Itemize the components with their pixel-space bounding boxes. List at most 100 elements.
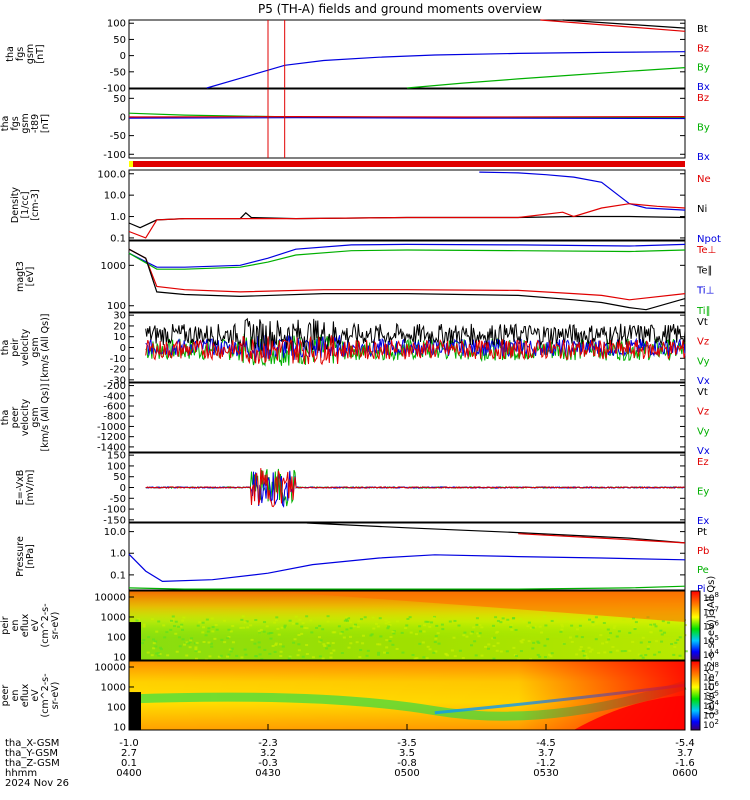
spectrogram-cell (240, 618, 244, 621)
ylabel-line: peer (0, 685, 11, 707)
legend-item: Bz (697, 43, 709, 54)
spectrogram-cell (214, 624, 218, 627)
spectrogram-cell (228, 648, 232, 651)
spectrogram-cell (303, 626, 307, 629)
spectrogram-cell (612, 626, 616, 629)
spectrogram-cell (615, 649, 619, 652)
spectrogram-cell (425, 657, 429, 660)
spectrogram-cell (326, 620, 330, 623)
spectrogram-cell (258, 653, 262, 656)
spectrogram-cell (532, 641, 536, 644)
spectrogram-cell (613, 625, 617, 628)
colorbar-tick-exponent: 7 (714, 671, 718, 679)
series-Pe (128, 585, 686, 590)
ytick-label: 20 (113, 321, 126, 332)
ytick-label: 1.0 (110, 212, 126, 223)
spectrogram-cell (413, 657, 417, 660)
spectrogram-cell (275, 616, 279, 619)
ytick-label: 30 (113, 311, 126, 322)
spectrogram-cell (163, 636, 167, 639)
ylabel-line: (cm^2-s- (40, 674, 51, 718)
spectrogram-cell (644, 654, 648, 657)
spectrogram-cell (595, 622, 599, 625)
panel-frame (128, 382, 686, 453)
spectrogram-cell (244, 653, 248, 656)
spectrogram-cell (300, 625, 304, 628)
spectrogram-cell (591, 624, 595, 627)
spectrogram-cell (404, 627, 408, 630)
ylabel-line: magt3 (15, 261, 26, 292)
spectrogram-cell (674, 641, 678, 644)
ephemeris-value: -3.5 (397, 738, 417, 749)
spectrogram-cell (560, 625, 564, 628)
spectrogram-cell (211, 630, 215, 633)
spectrogram-cell (400, 631, 404, 634)
panel-peir_spec: thapeirenefluxeV(cm^2-s-sr-eV) 10000 1000 1… (0, 590, 719, 663)
spectrogram-cell (475, 623, 479, 626)
colorbar-tick-exponent: 8 (714, 661, 718, 669)
spectrogram-cell (291, 622, 295, 625)
ephemeris-value: 3.2 (260, 748, 276, 759)
ylabel-fgs_dsl: thafgsgsm-t89[nT] (0, 113, 51, 133)
legend-item: Ti⊥ (696, 286, 714, 297)
spectrogram-cell (377, 651, 381, 654)
spectrogram-cell (171, 615, 175, 618)
spectrogram-cell (253, 642, 257, 645)
spectrogram-cell (491, 624, 495, 627)
ylabel-line: [nT] (35, 44, 46, 63)
spectrogram-cell (495, 631, 499, 634)
spectrogram-cell (426, 645, 430, 648)
spectrogram-cell (602, 622, 606, 625)
legend-item: Pb (697, 546, 709, 557)
spectrogram-cell (374, 622, 378, 625)
spectrogram-cell (198, 621, 202, 624)
legend-item: Bx (697, 152, 710, 163)
ylabel-line: sr-eV) (50, 612, 61, 640)
spectrogram-cell (522, 620, 526, 623)
spectrogram-cell (180, 623, 184, 626)
legend-item: Pe (697, 565, 709, 576)
spectrogram-cell (501, 617, 505, 620)
legend-item: Npot (697, 234, 721, 245)
spectrogram-cell (601, 642, 605, 645)
spectrogram-cell (340, 652, 344, 655)
spectrogram-cell (581, 649, 585, 652)
ytick-label: -50 (110, 131, 126, 142)
ylabel-line: [km/s (All Qs)] (40, 314, 51, 382)
spectrogram-cell (295, 622, 299, 625)
spectrogram-cell (633, 628, 637, 631)
spectrogram-cell (140, 642, 144, 645)
ytick-label: 1000 (101, 261, 126, 272)
spectrogram-cell (345, 619, 349, 622)
spectrogram-cell (305, 644, 309, 647)
spectrogram-cell (181, 638, 185, 641)
spectrogram-cell (245, 620, 249, 623)
spectrogram-cell (426, 620, 430, 623)
ytick-label: 10.0 (104, 191, 126, 202)
spectrogram-cell (174, 632, 178, 635)
spectrogram-cell (496, 619, 500, 622)
legend-item: Ex (697, 516, 709, 527)
spectrogram-cell (657, 651, 661, 654)
spectrogram-cell (317, 636, 321, 639)
legend-item: Vt (697, 317, 708, 328)
spectrogram-cell (388, 640, 392, 643)
spectrogram-cell (406, 617, 410, 620)
spectrogram-cell (560, 628, 564, 631)
spectrogram-cell (348, 635, 352, 638)
spectrogram-cell (355, 641, 359, 644)
ylabel-line: velocity (20, 329, 31, 367)
spectrogram-cell (279, 650, 283, 653)
line-panels: thafgsgsm[nT]100500-50-100BtBzByBxthafgs… (0, 19, 721, 595)
spectrogram-cell (509, 624, 513, 627)
spectrogram-cell (660, 633, 664, 636)
spectrogram-cell (265, 625, 269, 628)
spectrogram-cell (432, 651, 436, 654)
spectrogram-cell (263, 621, 267, 624)
spectrogram-cell (605, 616, 609, 619)
ephemeris-labels: tha_X-GSM tha_Y-GSM tha_Z-GSM hhmm 2024 … (5, 738, 69, 789)
spectrogram-cell (536, 653, 540, 656)
legend-item: Te⊥ (696, 245, 716, 256)
spectrogram-cell (329, 656, 333, 659)
